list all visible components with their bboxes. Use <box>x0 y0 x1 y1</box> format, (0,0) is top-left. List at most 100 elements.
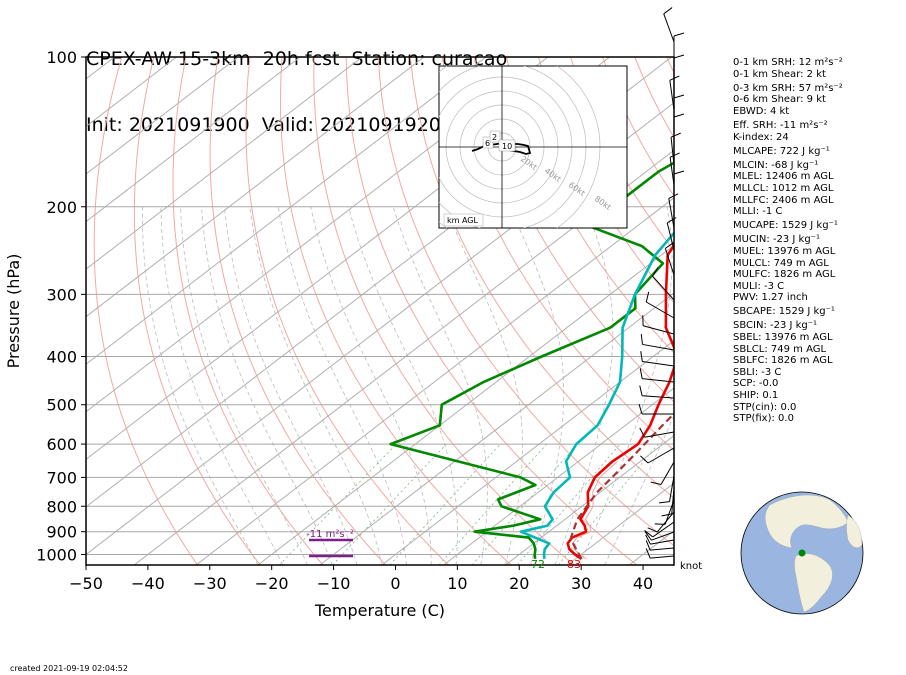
mixing-ratio-line <box>471 443 578 565</box>
wind-barb-flag <box>673 54 685 59</box>
wetbulb-line <box>519 231 674 560</box>
wind-barb-flag <box>645 548 651 559</box>
wind-barb <box>644 521 675 538</box>
index-line: SBCIN: -23 J kg⁻¹ <box>733 320 818 332</box>
isotherm <box>381 339 674 565</box>
index-line: MUEL: 13976 m AGL <box>733 245 836 257</box>
wind-barb-flag <box>640 455 649 464</box>
wind-barb-flag <box>647 527 658 533</box>
isotherm <box>86 57 549 413</box>
wind-barb-staff <box>671 487 675 514</box>
wind-barb-staff <box>668 475 675 502</box>
x-tick-label: 40 <box>633 574 653 593</box>
surface-temp-label: 83 <box>567 558 581 571</box>
moist-adiabat <box>277 206 407 565</box>
x-tick-label: −30 <box>193 574 227 593</box>
wind-barb-flag <box>645 540 651 551</box>
index-line: EBWD: 4 kt <box>733 105 790 117</box>
moist-adiabat <box>141 206 259 565</box>
y-tick-label: 500 <box>46 396 77 415</box>
creation-timestamp: created 2021-09-19 02:04:52 <box>10 664 128 673</box>
wind-barb-staff <box>650 539 675 545</box>
wind-barb-flag <box>666 217 677 224</box>
wind-barb <box>666 217 677 251</box>
wind-barb <box>654 499 675 525</box>
dry-adiabat <box>209 57 387 565</box>
wind-barb <box>659 475 675 504</box>
isotherm <box>86 57 425 318</box>
index-line: 0-1 km Shear: 2 kt <box>733 68 826 80</box>
index-line: SBLFC: 1826 m AGL <box>733 355 833 367</box>
moist-adiabat <box>445 206 523 565</box>
index-line: SBLI: -3 C <box>733 366 782 378</box>
sounding-indices-panel: 0-1 km SRH: 12 m²s⁻² 0-1 km Shear: 2 kt 0-… <box>733 57 843 425</box>
isotherm <box>86 57 177 128</box>
index-line: PWV: 1.27 inch <box>733 292 808 304</box>
wind-barb-staff <box>660 461 675 485</box>
x-tick-label: −20 <box>255 574 289 593</box>
dry-adiabat <box>345 57 638 565</box>
dry-adiabat <box>245 57 449 565</box>
wind-barb-staff <box>642 395 675 399</box>
isotherm <box>86 57 487 365</box>
wind-barb <box>645 548 675 559</box>
y-tick-label: 100 <box>46 48 77 67</box>
mixing-ratio-line <box>279 443 397 565</box>
wind-barb-flag <box>673 170 685 175</box>
wind-barb <box>640 351 675 367</box>
dry-adiabat <box>93 57 198 565</box>
wind-barb <box>640 334 675 351</box>
x-tick-label: −40 <box>131 574 165 593</box>
x-tick-label: 10 <box>447 574 467 593</box>
index-line: STP(fix): 0.0 <box>733 413 794 425</box>
hodo-unit-label: km AGL <box>447 216 479 225</box>
wind-barb <box>661 487 675 517</box>
wind-barb-flag <box>665 242 675 249</box>
moist-adiabat <box>348 206 458 565</box>
x-tick-label: 20 <box>509 574 529 593</box>
wind-barb-flag <box>650 481 662 486</box>
wind-barb-staff <box>650 547 675 551</box>
virtual-temperature-line <box>572 461 618 560</box>
dry-adiabat <box>538 57 674 304</box>
index-line: MUCIN: -23 J kg⁻¹ <box>733 234 820 246</box>
wind-barb-flag <box>640 334 643 345</box>
index-line: MULFC: 1826 m AGL <box>733 269 836 281</box>
wind-barb-flag <box>673 113 685 118</box>
wind-barb-staff <box>650 555 675 559</box>
wind-barb <box>670 132 681 166</box>
wind-barb-staff <box>651 531 675 541</box>
y-tick-label: 900 <box>46 523 77 542</box>
surface-dewpoint-label: 72 <box>531 558 545 571</box>
moist-adiabat <box>249 206 383 565</box>
x-tick-label: 0 <box>390 574 400 593</box>
plot-frame <box>85 56 675 566</box>
wind-barb-flag <box>640 351 643 362</box>
wind-barb-staff <box>647 447 675 464</box>
x-axis-label: Temperature (C) <box>314 601 445 620</box>
wind-barb-staff <box>664 248 675 276</box>
wind-barb <box>669 75 680 111</box>
wind-barb-flag <box>673 94 685 99</box>
isotherm <box>505 434 674 565</box>
wind-barb-flag <box>645 291 650 303</box>
isotherm <box>86 57 239 175</box>
wind-barb <box>639 368 675 383</box>
wind-barb <box>673 113 685 145</box>
mixing-ratio-line <box>332 443 447 565</box>
moist-adiabat <box>310 206 432 565</box>
wind-barb-flag <box>638 403 643 415</box>
wind-barb-staff <box>663 13 675 43</box>
moist-adiabat <box>509 206 565 565</box>
isotherm <box>195 197 674 565</box>
wind-barb-flag <box>659 501 670 504</box>
dry-adiabat <box>172 57 324 565</box>
index-line: MULCL: 749 m AGL <box>733 257 829 269</box>
mixing-ratio-line <box>517 443 621 565</box>
wind-barb-staff <box>666 222 675 251</box>
wind-barb <box>639 427 675 438</box>
index-line: MLEL: 12406 m AGL <box>733 171 834 183</box>
wind-barb-staff <box>642 325 675 335</box>
wind-barb-staff <box>642 378 675 383</box>
index-line: K-index: 24 <box>733 131 789 143</box>
